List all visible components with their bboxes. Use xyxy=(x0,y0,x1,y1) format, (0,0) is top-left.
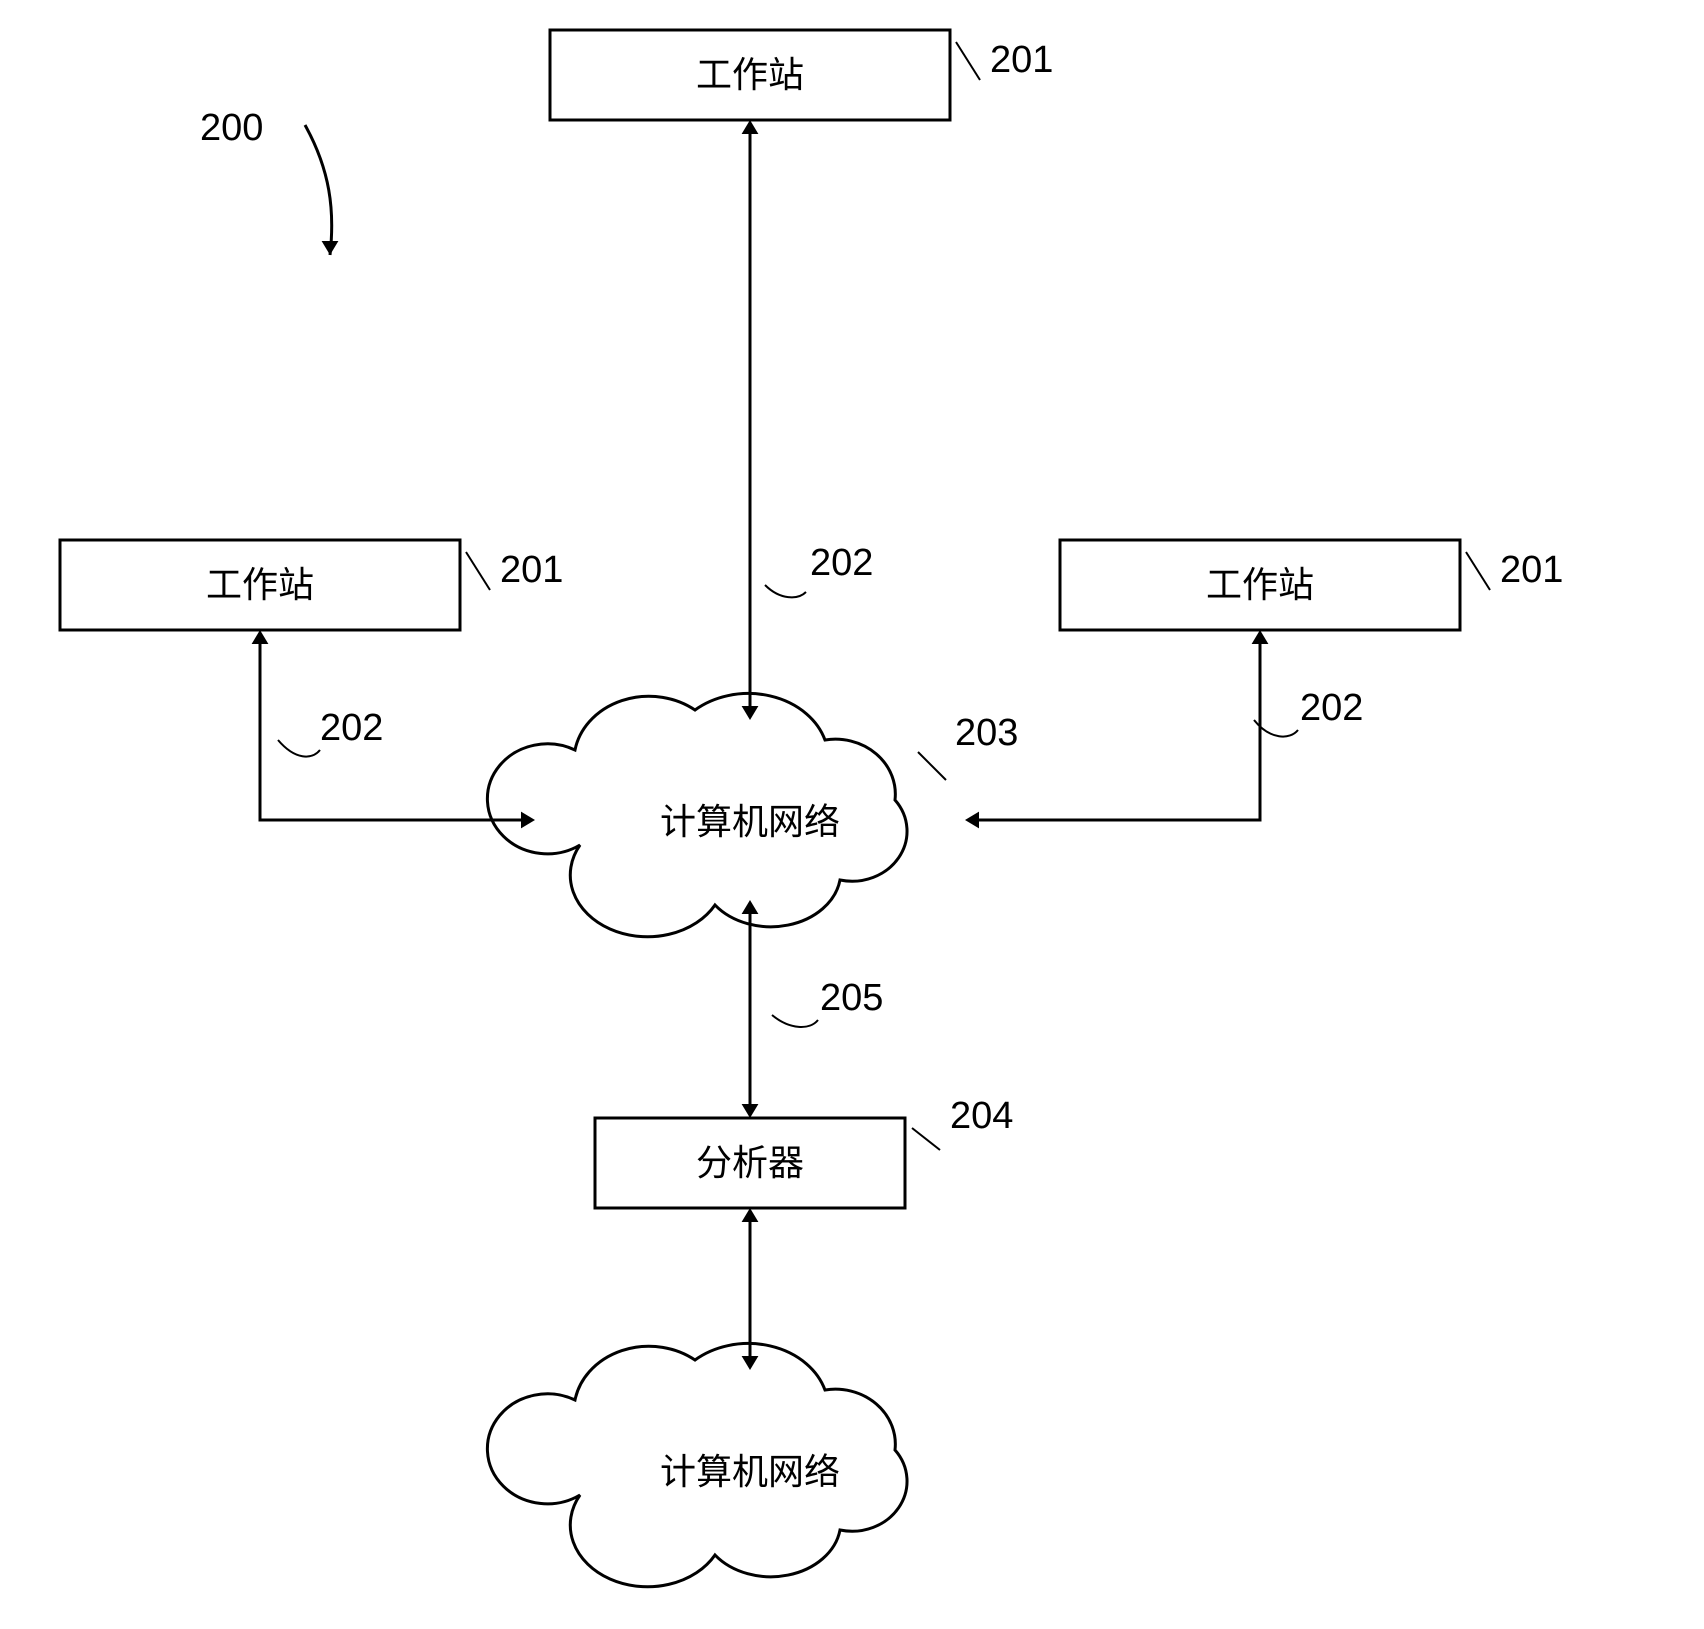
svg-text:202: 202 xyxy=(320,707,383,749)
svg-text:计算机网络: 计算机网络 xyxy=(660,802,840,842)
svg-text:200: 200 xyxy=(200,107,263,149)
workstation-right: 工作站 xyxy=(1060,540,1460,630)
computer-network-mid: 计算机网络 xyxy=(487,693,907,936)
svg-text:工作站: 工作站 xyxy=(696,55,804,95)
svg-text:201: 201 xyxy=(500,549,563,591)
svg-text:203: 203 xyxy=(955,712,1018,754)
computer-network-bottom: 计算机网络 xyxy=(487,1343,907,1586)
svg-text:205: 205 xyxy=(820,977,883,1019)
svg-text:202: 202 xyxy=(810,542,873,584)
svg-text:204: 204 xyxy=(950,1095,1013,1137)
svg-text:201: 201 xyxy=(990,39,1053,81)
svg-text:计算机网络: 计算机网络 xyxy=(660,1452,840,1492)
svg-text:工作站: 工作站 xyxy=(206,565,314,605)
svg-text:202: 202 xyxy=(1300,687,1363,729)
svg-text:工作站: 工作站 xyxy=(1206,565,1314,605)
workstation-left: 工作站 xyxy=(60,540,460,630)
svg-text:201: 201 xyxy=(1500,549,1563,591)
svg-text:分析器: 分析器 xyxy=(696,1143,804,1183)
analyzer: 分析器 xyxy=(595,1118,905,1208)
workstation-top: 工作站 xyxy=(550,30,950,120)
